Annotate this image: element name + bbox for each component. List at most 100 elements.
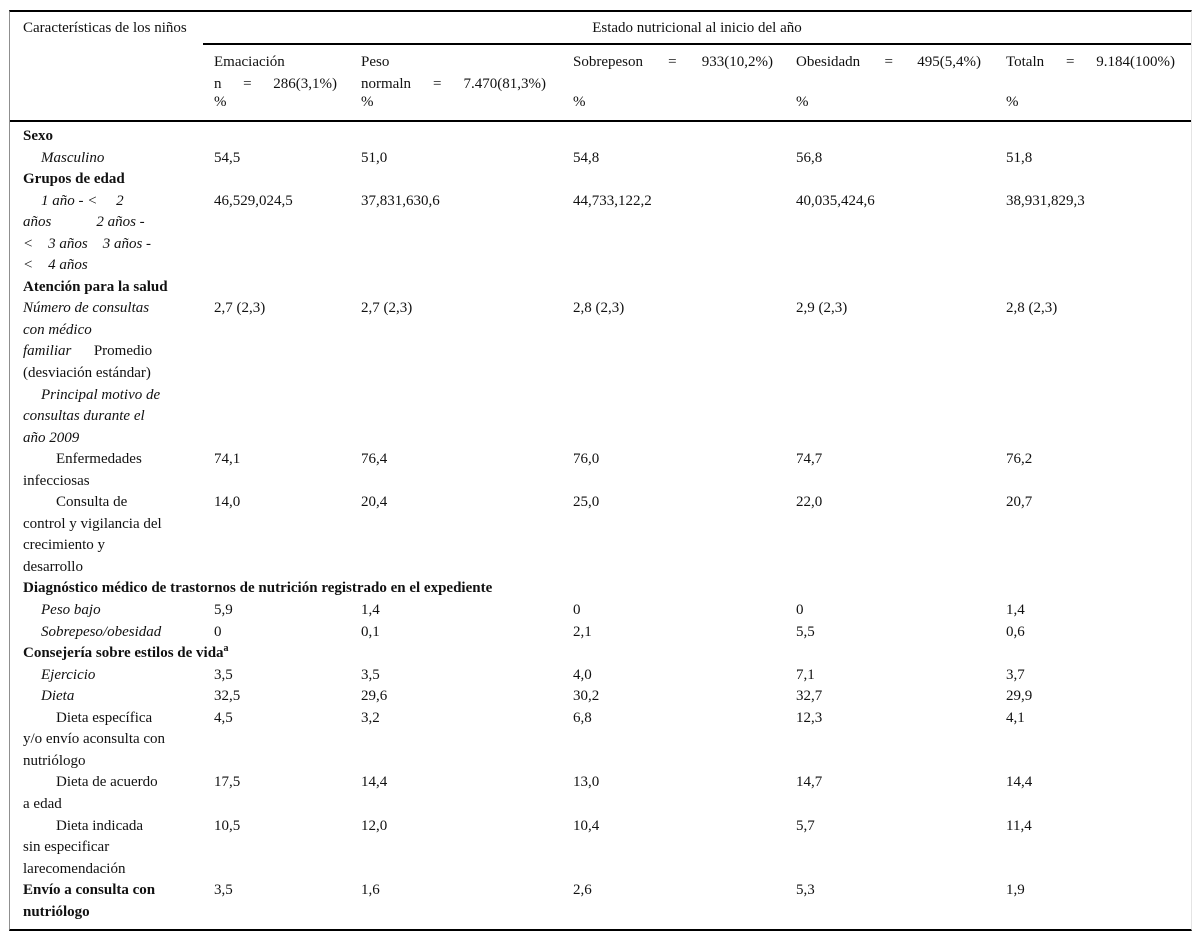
row-label-text: Peso bajo [41,602,101,619]
table-header-band: Características de los niños Estado nutr… [10,12,1191,45]
row-label-text: < 4 años [23,257,88,274]
row-label: Número de consultas con médico familiar Pr… [10,298,214,384]
cell-value: 51,8 [1006,149,1033,166]
column-header-3: Obesidadn = 495(5,4%)% [796,45,1006,120]
table-row: Atención para la salud [10,277,1191,299]
column-header-line: Emaciación [214,54,285,70]
row-label: Diagnóstico médico de trastornos de nutr… [10,578,1191,600]
cell-value: 12,3 [796,709,823,726]
column-header-line: n = 286(3,1%) [214,74,337,96]
cell-value: 3,5 [361,666,380,683]
cell-value: 56,8 [796,149,823,166]
nutrition-table: Características de los niños Estado nutr… [9,10,1192,932]
row-label-line: Dieta específica [23,708,214,730]
column-header-line: Obesidadn = 495(5,4%) [796,52,981,74]
row-label-text: Dieta específica [56,709,153,726]
row-label-line: larecomendación [23,859,214,881]
row-label-text: Atención para la salud [23,278,168,295]
cell-value: 4,0 [573,666,592,683]
row-label: Masculino [10,148,214,170]
cell-value: 0 [214,623,222,640]
row-label-line: Envío a consulta con [23,880,214,902]
cell-value: 0 [573,602,581,619]
group-header: Estado nutricional al inicio del año [203,12,1191,45]
corner-title: Características de los niños [23,20,187,36]
table-row: Peso bajo 5,9 1,4 0 0 1,4 [10,600,1191,622]
row-label: Dieta de acuerdo a edad [10,772,214,815]
row-label-text: Sobrepeso/obesidad [41,623,162,640]
cell-value: 3,7 [1006,666,1025,683]
cell-value: 76,2 [1006,451,1033,468]
row-label-text: desarrollo [23,558,83,575]
row-label-line: años 2 años - [23,212,214,234]
cell-value: 2,7 (2,3) [361,300,413,317]
row-label-line: Dieta indicada [23,816,214,838]
unit-label: % [361,94,374,110]
row-label-line: Dieta [23,686,214,708]
row-label-line: 1 año - < 2 [23,191,214,213]
cell-value: 1,4 [361,602,380,619]
row-label-text: larecomendación [23,860,126,877]
row-label-text: Masculino [41,149,105,166]
group-title: Estado nutricional al inicio del año [592,20,802,36]
row-label-text: año 2009 [23,429,80,446]
row-label-text: a edad [23,795,62,812]
row-label-text: Dieta [41,688,75,705]
table-body: Sexo Masculino 54,5 51,0 54,8 56,8 51,8 Grupos … [10,126,1191,923]
row-label: Sobrepeso/obesidad [10,622,214,644]
header-token: Sobrepeson [573,54,643,70]
column-header-line: Totaln = 9.184(100%) [1006,52,1175,74]
table-row: Enfermedades infecciosas 74,1 76,4 76,0 74,7 7… [10,449,1191,492]
header-token: 7.470(81,3%) [463,75,547,92]
cell-value: 6,8 [573,709,592,726]
row-label-line: crecimiento y [23,535,214,557]
row-label-line: año 2009 [23,428,214,450]
row-label: Dieta indicada sin especificar larecomenda… [10,816,214,881]
row-label-line: Diagnóstico médico de trastornos de nutr… [23,578,1191,600]
row-label-text: (desviación estándar) [23,365,151,382]
cell-value: 3,5 [214,666,233,683]
header-token: = [243,75,252,92]
cell-value: 54,5 [214,149,241,166]
header-token: normaln [361,75,411,92]
row-label: Grupos de edad [10,169,1191,191]
row-label-text: años 2 años - [23,214,145,231]
row-label-line: a edad [23,794,214,816]
footnote-marker: a [223,643,229,655]
row-label-line: Enfermedades [23,449,214,471]
row-label-line: Atención para la salud [23,277,1191,299]
table-row: Consejería sobre estilos de vidaa [10,643,1191,665]
cell-value: 54,8 [573,149,600,166]
cell-value: 1,6 [361,882,380,899]
cell-value: 1,4 [1006,602,1025,619]
table-row: Principal motivo de consultas durante el a… [10,385,1191,450]
cell-value: 11,4 [1006,817,1032,834]
row-label-line: (desviación estándar) [23,363,214,385]
row-label-line: infecciosas [23,471,214,493]
header-token: Obesidadn [796,54,861,70]
row-label: 1 año - < 2 años 2 años - < 3 años 3 años … [10,191,214,277]
column-header-1: Peso normaln = 7.470(81,3%)% [361,45,573,120]
cell-value: 0,6 [1006,623,1025,640]
cell-value: 14,0 [214,494,241,511]
cell-value: 20,4 [361,494,388,511]
table-row: Diagnóstico médico de trastornos de nutr… [10,578,1191,600]
row-label-text: Grupos de edad [23,171,125,188]
row-label: Atención para la salud [10,277,1191,299]
cell-value: 1,9 [1006,882,1025,899]
cell-value: 38,931,829,3 [1006,192,1085,209]
row-label-line: Número de consultas [23,298,214,320]
table-row: Sexo [10,126,1191,148]
row-label-line: Sexo [23,126,1191,148]
cell-value: 30,2 [573,688,600,705]
row-label: Dieta [10,686,214,708]
table-row: Envío a consulta con nutriólogo 3,5 1,6 2,6 5… [10,880,1191,923]
table-row: Número de consultas con médico familiar Pr… [10,298,1191,384]
cell-value: 46,529,024,5 [214,192,293,209]
row-label-line: consultas durante el [23,406,214,428]
row-label-line: Consulta de [23,492,214,514]
row-label-line: sin especificar [23,837,214,859]
row-label-text: control y vigilancia del [23,515,162,532]
cell-value: 40,035,424,6 [796,192,875,209]
